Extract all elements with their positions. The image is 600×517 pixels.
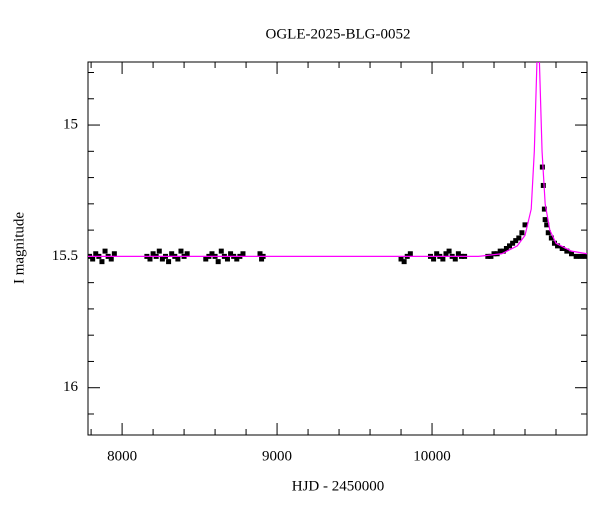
data-point: [147, 256, 153, 262]
data-point: [455, 251, 461, 257]
data-point: [510, 240, 516, 246]
data-point: [485, 253, 491, 259]
data-point: [569, 251, 575, 257]
data-point: [99, 259, 105, 265]
data-point: [503, 246, 509, 251]
data-point: [184, 251, 190, 257]
data-point: [564, 248, 570, 254]
data-point: [431, 256, 437, 262]
x-tick-label: 9000: [262, 448, 292, 464]
data-point: [407, 251, 413, 257]
data-point: [234, 256, 240, 262]
data-point: [497, 248, 503, 254]
data-point: [516, 235, 522, 241]
data-point: [555, 243, 561, 249]
data-point: [578, 253, 584, 259]
data-point: [446, 248, 452, 254]
data-point: [491, 251, 497, 257]
data-point: [551, 240, 557, 246]
data-point: [228, 251, 234, 257]
data-point: [582, 253, 587, 259]
data-point: [159, 256, 165, 262]
data-point: [259, 256, 265, 262]
data-point: [257, 251, 263, 257]
data-point: [540, 182, 546, 188]
data-point: [150, 251, 156, 257]
data-point: [224, 256, 230, 262]
data-point: [175, 256, 181, 262]
data-point: [93, 251, 99, 257]
data-point: [209, 251, 215, 257]
data-point: [215, 259, 221, 265]
data-point: [507, 243, 513, 249]
data-point: [169, 251, 175, 257]
data-point: [559, 246, 565, 251]
data-point: [218, 248, 224, 254]
data-point: [240, 251, 246, 257]
data-point: [513, 238, 519, 244]
data-point: [544, 222, 550, 228]
data-point: [102, 248, 108, 254]
data-point: [178, 248, 184, 254]
data-point: [500, 248, 506, 254]
data-point: [108, 256, 114, 262]
data-point: [203, 256, 209, 262]
y-tick-label: 16: [63, 379, 79, 395]
data-point: [398, 256, 404, 262]
data-point: [522, 222, 528, 228]
data-point: [440, 256, 446, 262]
data-point: [542, 217, 548, 223]
data-point: [548, 235, 554, 241]
data-point: [541, 206, 547, 212]
data-point: [443, 251, 449, 257]
data-point: [488, 253, 494, 259]
data-point: [401, 259, 407, 265]
data-point: [90, 256, 96, 262]
x-tick-label: 10000: [413, 448, 451, 464]
data-point: [452, 256, 458, 262]
data-point: [519, 230, 525, 236]
data-point: [545, 230, 551, 236]
data-point: [573, 253, 579, 259]
x-tick-label: 8000: [107, 448, 137, 464]
x-axis-label: HJD - 2450000: [292, 478, 385, 494]
plot-frame: [87, 61, 588, 436]
data-point: [539, 164, 545, 170]
chart-title: OGLE-2025-BLG-0052: [266, 26, 411, 42]
y-tick-label: 15.5: [52, 248, 78, 264]
data-point: [111, 251, 117, 257]
plot-area: [88, 62, 587, 265]
model-curve: [88, 62, 587, 257]
y-tick-label: 15: [63, 116, 78, 132]
y-axis-label: I magnitude: [11, 212, 27, 284]
data-point: [434, 251, 440, 257]
data-point: [156, 248, 162, 254]
data-point: [166, 259, 172, 265]
